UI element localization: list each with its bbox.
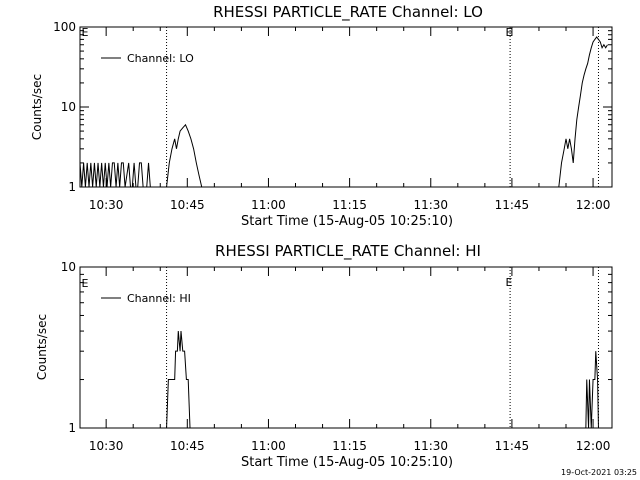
- panel-lo-markers: [166, 27, 599, 187]
- panel-hi-title: RHESSI PARTICLE_RATE Channel: HI: [215, 242, 481, 261]
- panel-lo-plot-area: [79, 26, 613, 188]
- panel-hi-x-tick-label: 11:15: [332, 439, 367, 453]
- panel-hi-series: [166, 331, 599, 429]
- panel-hi-x-tick-label: 10:30: [89, 439, 124, 453]
- panel-hi-ticks: 10:30 10:45 11:00 11:15 11:30 11:45 12:00 1 10: [61, 260, 612, 453]
- panel-lo: RHESSI PARTICLE_RATE Channel: LO Counts/…: [30, 3, 613, 229]
- panel-hi-markers: [166, 267, 599, 428]
- panel-lo-ticks: 10:30 10:45 11:00 11:15 11:30 11:45 12:00 1 10 10…: [53, 20, 612, 212]
- panel-lo-x-tick-label: 12:00: [576, 198, 611, 212]
- panel-lo-x-tick-label: 10:30: [89, 198, 124, 212]
- panel-lo-y-tick-label: 10: [61, 100, 76, 114]
- panel-lo-series: [79, 36, 608, 188]
- panel-hi-x-axis-label: Start Time (15-Aug-05 10:25:10): [241, 455, 453, 470]
- panel-lo-y-axis-label: Counts/sec: [30, 74, 44, 140]
- panel-hi-series-line-0: [166, 331, 599, 429]
- panel-hi-x-tick-label: 11:00: [251, 439, 286, 453]
- panel-lo-x-tick-label: 11:45: [495, 198, 530, 212]
- panel-hi: RHESSI PARTICLE_RATE Channel: HI Counts/…: [35, 242, 613, 470]
- panel-lo-x-tick-label: 11:00: [251, 198, 286, 212]
- panel-lo-x-tick-label: 10:45: [170, 198, 205, 212]
- panel-lo-x-tick-label: 11:30: [413, 198, 448, 212]
- panel-lo-title: RHESSI PARTICLE_RATE Channel: LO: [213, 3, 483, 22]
- panel-lo-x-axis-label: Start Time (15-Aug-05 10:25:10): [241, 214, 453, 229]
- panel-hi-x-tick-label: 10:45: [170, 439, 205, 453]
- panel-hi-y-axis-label: Counts/sec: [35, 314, 49, 380]
- panel-lo-legend-entry: Channel: LO: [127, 52, 194, 65]
- panel-lo-x-tick-label: 11:15: [332, 198, 367, 212]
- footer-timestamp: 19-Oct-2021 03:25: [561, 468, 637, 477]
- panel-hi-x-tick-label: 11:30: [413, 439, 448, 453]
- panel-hi-y-tick-label: 1: [68, 421, 76, 435]
- panel-hi-marker-label-e: E: [506, 276, 513, 289]
- panel-hi-y-tick-label: 10: [61, 260, 76, 274]
- panel-hi-x-tick-label: 11:45: [495, 439, 530, 453]
- panel-hi-marker-label-left: E: [82, 277, 89, 290]
- panel-hi-legend-entry: Channel: HI: [127, 292, 191, 305]
- panel-hi-x-tick-label: 12:00: [576, 439, 611, 453]
- panel-lo-marker-label-e: E: [506, 26, 513, 39]
- panel-lo-marker-label-left: E: [82, 26, 89, 39]
- panel-lo-y-tick-label: 1: [68, 180, 76, 194]
- panel-lo-y-tick-label: 100: [53, 20, 76, 34]
- panel-lo-series-line-0: [79, 36, 608, 188]
